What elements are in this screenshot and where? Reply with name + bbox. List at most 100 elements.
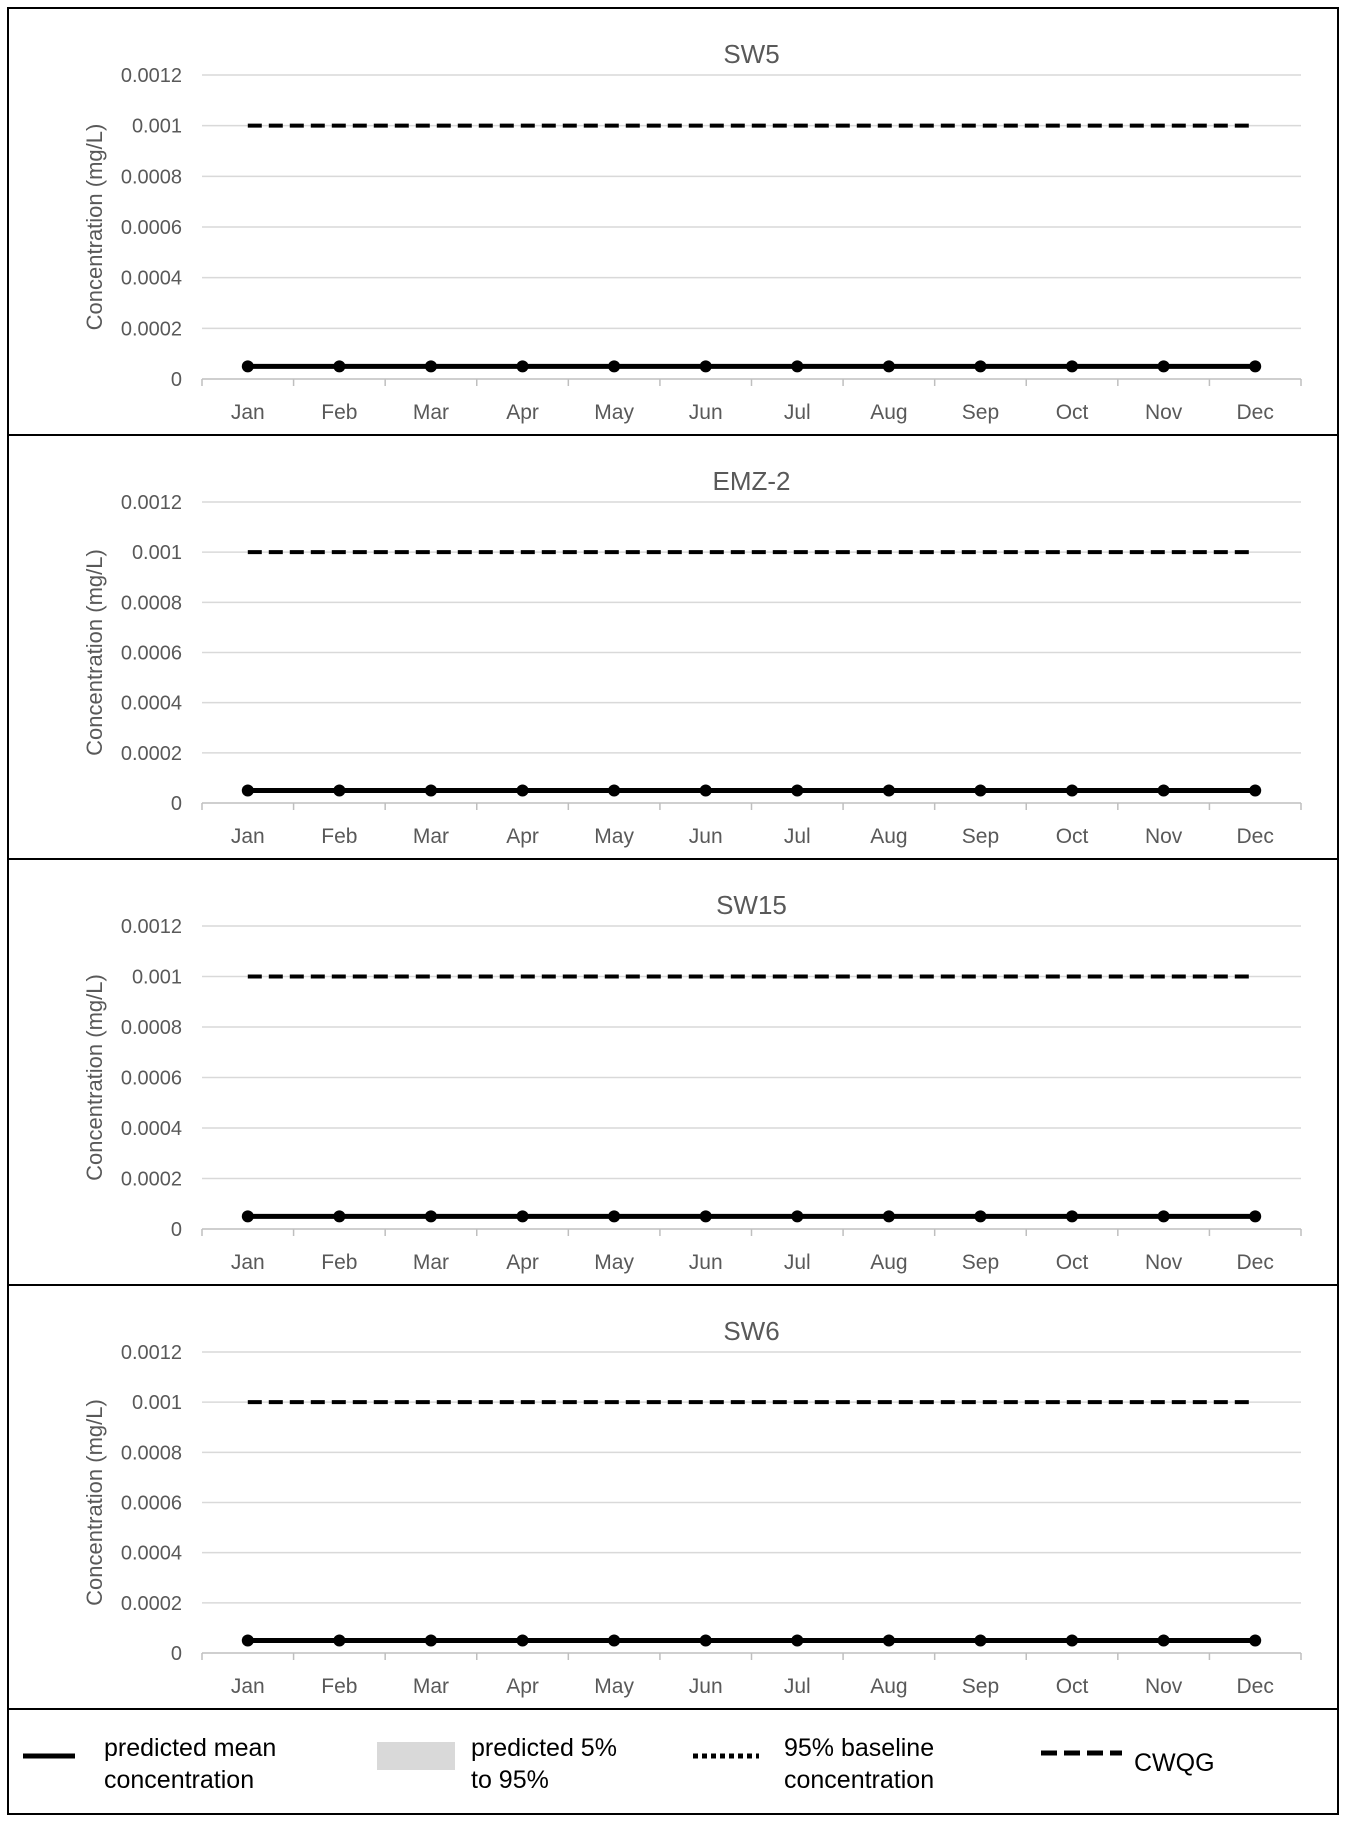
x-tick-label: Aug xyxy=(870,1251,907,1274)
x-tick-label: Sep xyxy=(962,1251,999,1274)
y-tick-label: 0.001 xyxy=(132,542,182,564)
x-tick-label: Aug xyxy=(870,401,907,424)
x-tick-label: Nov xyxy=(1145,825,1183,848)
y-tick-label: 0.001 xyxy=(132,116,182,138)
y-tick-label: 0.0006 xyxy=(121,1493,182,1515)
y-tick-label: 0.0012 xyxy=(121,65,182,87)
x-tick-label: Jul xyxy=(784,401,811,424)
chart-panel-sw6: SW6 0 0.0002 0.0004 0.0006 0.0008 0.001 0.0012 J… xyxy=(9,1284,1337,1708)
series-point-mean xyxy=(974,1210,987,1223)
y-tick-label: 0.0012 xyxy=(121,916,182,938)
x-tick-label: Jan xyxy=(231,825,265,848)
chart-svg: EMZ-2 0 0.0002 0.0004 0.0006 0.0008 0.001 0.001… xyxy=(82,466,1302,848)
x-tick-label: Sep xyxy=(962,401,999,424)
y-tick-label: 0.0006 xyxy=(121,643,182,665)
series-point-mean xyxy=(516,1210,529,1223)
x-tick-label: Jan xyxy=(231,1251,265,1274)
series-point-mean xyxy=(516,1634,529,1647)
series-point-mean xyxy=(791,1210,804,1223)
x-tick-label: Sep xyxy=(962,825,999,848)
x-tick-label: Apr xyxy=(506,825,539,848)
y-axis-label: Concentration (mg/L) xyxy=(82,974,107,1181)
series-point-mean xyxy=(424,1634,437,1647)
series-point-mean xyxy=(333,360,346,373)
series-point-mean xyxy=(1157,1210,1170,1223)
series-point-mean xyxy=(1157,1634,1170,1647)
x-tick-label: Apr xyxy=(506,1251,539,1274)
chart-panel-emz-2: EMZ-2 0 0.0002 0.0004 0.0006 0.0008 0.001 0.001… xyxy=(9,434,1337,858)
series-point-mean xyxy=(974,784,987,797)
series-point-mean xyxy=(1249,1210,1262,1223)
x-tick-label: Oct xyxy=(1056,401,1089,424)
y-tick-label: 0 xyxy=(171,1643,182,1665)
series-point-mean xyxy=(882,1210,895,1223)
series-point-mean xyxy=(699,360,712,373)
y-tick-label: 0.0002 xyxy=(121,1593,182,1615)
series-point-mean xyxy=(333,1634,346,1647)
series-point-mean xyxy=(882,1634,895,1647)
series-point-mean xyxy=(424,784,437,797)
series-point-mean xyxy=(791,360,804,373)
x-tick-label: Dec xyxy=(1237,1251,1274,1274)
y-tick-label: 0.0006 xyxy=(121,1068,182,1090)
y-tick-label: 0 xyxy=(171,369,182,391)
series-point-mean xyxy=(1066,784,1079,797)
x-tick-label: Mar xyxy=(413,825,449,848)
series-point-mean xyxy=(241,1634,254,1647)
series-point-mean xyxy=(974,1634,987,1647)
x-tick-label: May xyxy=(594,401,634,424)
series-point-mean xyxy=(1157,784,1170,797)
legend-label-baseline: 95% baseline concentration xyxy=(784,1734,935,1794)
chart-svg: SW5 0 0.0002 0.0004 0.0006 0.0008 0.001 0.0012 J… xyxy=(82,39,1302,424)
series-point-mean xyxy=(608,1210,621,1223)
series-point-mean xyxy=(791,784,804,797)
y-tick-label: 0 xyxy=(171,1219,182,1241)
x-tick-label: Jun xyxy=(689,1251,723,1274)
chart-svg: SW15 0 0.0002 0.0004 0.0006 0.0008 0.001 0.0012… xyxy=(82,890,1302,1274)
series-point-mean xyxy=(424,1210,437,1223)
x-tick-label: Feb xyxy=(321,401,357,424)
x-tick-label: Jan xyxy=(231,1675,265,1698)
figure-frame: SW5 0 0.0002 0.0004 0.0006 0.0008 0.001 0.0012 J… xyxy=(7,7,1339,1815)
series-point-mean xyxy=(516,360,529,373)
x-tick-label: Aug xyxy=(870,1675,907,1698)
y-tick-label: 0.001 xyxy=(132,1392,182,1414)
x-tick-label: Nov xyxy=(1145,401,1183,424)
chart-panel-sw5: SW5 0 0.0002 0.0004 0.0006 0.0008 0.001 0.0012 J… xyxy=(9,9,1337,434)
series-point-mean xyxy=(882,784,895,797)
chart-title: EMZ-2 xyxy=(713,466,791,496)
chart-panel-sw15: SW15 0 0.0002 0.0004 0.0006 0.0008 0.001 0.0012… xyxy=(9,858,1337,1284)
legend-label-band: predicted 5% to 95% xyxy=(471,1734,617,1794)
grey-box-swatch xyxy=(377,1742,455,1770)
series-point-mean xyxy=(608,360,621,373)
y-tick-label: 0.0004 xyxy=(121,1118,182,1140)
chart-title: SW5 xyxy=(723,39,779,69)
series-point-mean xyxy=(608,784,621,797)
series-point-mean xyxy=(424,360,437,373)
x-tick-label: Mar xyxy=(413,1675,449,1698)
x-tick-label: Mar xyxy=(413,401,449,424)
x-tick-label: Sep xyxy=(962,1675,999,1698)
y-tick-label: 0.0002 xyxy=(121,1169,182,1191)
x-tick-label: Apr xyxy=(506,401,539,424)
series-point-mean xyxy=(516,784,529,797)
y-tick-label: 0.0006 xyxy=(121,217,182,239)
series-point-mean xyxy=(1066,360,1079,373)
y-tick-label: 0 xyxy=(171,793,182,815)
series-point-mean xyxy=(1066,1634,1079,1647)
series-point-mean xyxy=(699,784,712,797)
series-point-mean xyxy=(699,1210,712,1223)
series-point-mean xyxy=(974,360,987,373)
legend-label-cwqg: CWQG xyxy=(1134,1749,1215,1777)
y-axis-label: Concentration (mg/L) xyxy=(82,549,107,756)
series-point-mean xyxy=(791,1634,804,1647)
y-tick-label: 0.0002 xyxy=(121,743,182,765)
dashed-line-swatch xyxy=(1041,1750,1122,1756)
y-tick-label: 0.0008 xyxy=(121,1017,182,1039)
x-tick-label: Nov xyxy=(1145,1675,1183,1698)
x-tick-label: May xyxy=(594,825,634,848)
chart-svg: SW6 0 0.0002 0.0004 0.0006 0.0008 0.001 0.0012 J… xyxy=(82,1316,1302,1698)
x-tick-label: Jun xyxy=(689,825,723,848)
y-tick-label: 0.001 xyxy=(132,967,182,989)
x-tick-label: Jun xyxy=(689,401,723,424)
